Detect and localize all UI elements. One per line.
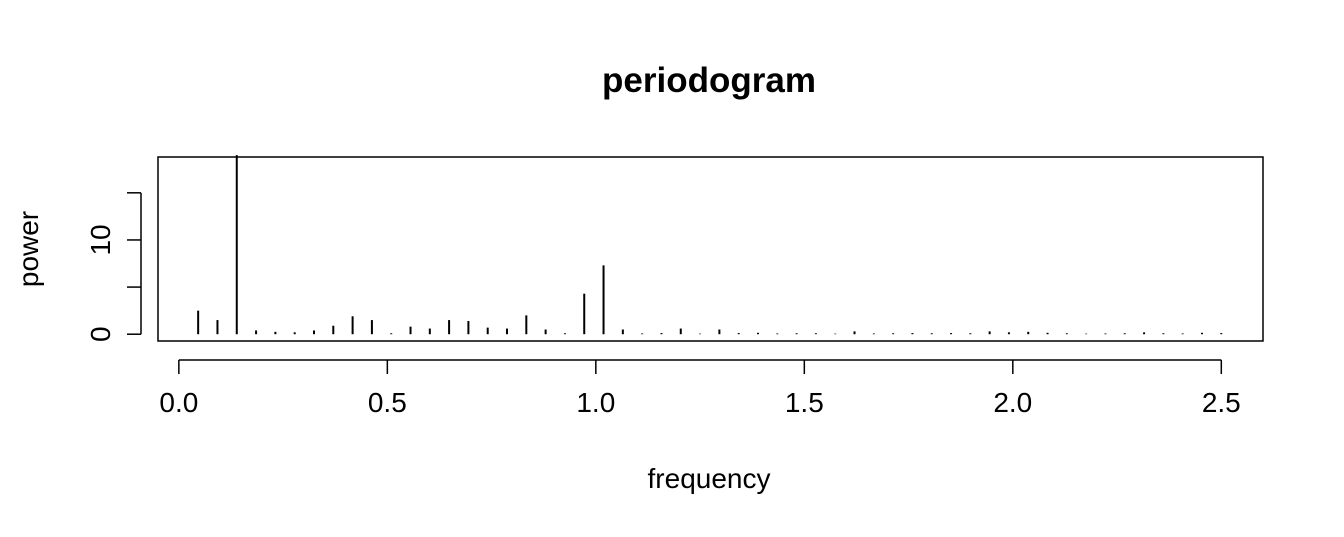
x-tick-label-5: 2.5 (1202, 387, 1241, 418)
spikes-layer (197, 155, 1223, 335)
x-tick-label-4: 2.0 (993, 387, 1032, 418)
y-axis: 0 10 (85, 192, 142, 342)
y-tick-label-0: 0 (85, 326, 116, 342)
x-tick-label-0: 0.0 (159, 387, 198, 418)
x-axis-label: frequency (648, 463, 771, 494)
x-axis: 0.0 0.5 1.0 1.5 2.0 2.5 (159, 359, 1241, 418)
x-tick-label-3: 1.5 (785, 387, 824, 418)
x-tick-label-1: 0.5 (368, 387, 407, 418)
y-axis-label: power (13, 211, 44, 287)
chart-title: periodogram (602, 61, 816, 100)
plot-frame (157, 156, 1264, 342)
x-tick-label-2: 1.0 (576, 387, 615, 418)
y-tick-label-2: 10 (85, 224, 116, 255)
